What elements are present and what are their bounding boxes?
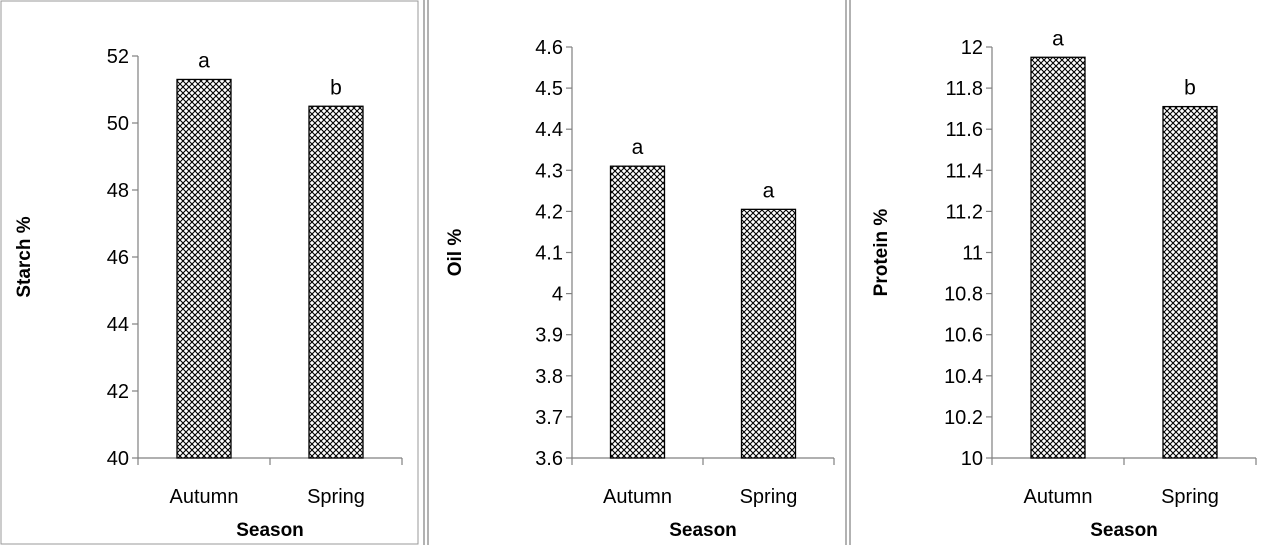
y-tick-label: 12 (961, 37, 983, 59)
significance-letter: a (763, 179, 775, 202)
y-tick-label: 42 (107, 381, 129, 403)
bar-spring (308, 105, 364, 459)
y-axis-title: Starch % (14, 216, 35, 297)
y-tick-label: 11.8 (946, 78, 983, 100)
y-tick-label: 10.8 (944, 284, 983, 306)
y-tick-label: 4.6 (535, 37, 563, 59)
y-tick-label: 48 (107, 180, 129, 202)
bar-spring (740, 208, 797, 459)
y-tick-label: 40 (107, 448, 129, 470)
y-tick-label: 4.1 (535, 243, 563, 265)
significance-letter: b (1184, 77, 1196, 100)
x-axis-title: Season (669, 520, 737, 541)
y-tick-label: 3.9 (535, 325, 563, 347)
y-tick-label: 10.2 (944, 407, 983, 429)
y-tick-label: 44 (107, 314, 129, 336)
y-tick-label: 11 (962, 243, 983, 265)
significance-letter: a (632, 136, 644, 159)
y-tick-label: 52 (107, 46, 129, 68)
y-tick-label: 11.6 (946, 119, 983, 141)
bar-spring (1162, 105, 1218, 459)
y-tick-label: 3.8 (535, 366, 563, 388)
x-tick-label: Autumn (603, 486, 672, 508)
x-tick-label: Spring (740, 486, 798, 508)
significance-letter: b (330, 76, 342, 99)
x-tick-label: Spring (307, 486, 365, 508)
y-tick-label: 11.4 (946, 160, 983, 182)
chart-panel-1: 3.6 3.7 3.8 3.9 4 4.1 4.2 4.3 4.4 4.5 4.6 Autumn a Sp… (445, 37, 835, 541)
x-axis-title: Season (236, 520, 304, 541)
chart-panel-2: 10 10.2 10.4 10.6 10.8 11 11.2 11.4 11.6 11.8 12 Au… (871, 27, 1257, 541)
y-tick-label: 11.2 (946, 201, 983, 223)
y-tick-label: 4.2 (535, 201, 563, 223)
x-tick-label: Autumn (1024, 486, 1093, 508)
y-tick-label: 10 (961, 448, 983, 470)
y-tick-label: 46 (107, 247, 129, 269)
y-tick-label: 50 (107, 113, 129, 135)
x-tick-label: Autumn (170, 486, 239, 508)
y-axis-title: Protein % (871, 209, 892, 297)
bar-autumn (176, 78, 232, 459)
significance-letter: a (1052, 27, 1064, 50)
y-tick-label: 4.3 (535, 160, 563, 182)
y-tick-label: 4.5 (535, 78, 563, 100)
y-tick-label: 3.7 (535, 407, 563, 429)
x-tick-label: Spring (1161, 486, 1219, 508)
y-tick-label: 3.6 (535, 448, 563, 470)
bar-autumn (609, 165, 666, 459)
x-axis-title: Season (1090, 520, 1158, 541)
bar-autumn (1030, 56, 1086, 459)
chart-panel-0: 40 42 44 46 48 50 52 Autumn a Spring b Season Starch… (14, 46, 403, 541)
y-tick-label: 10.4 (944, 366, 983, 388)
panel-border-starch (0, 0, 419, 545)
y-tick-label: 4 (552, 284, 563, 306)
y-tick-label: 10.6 (944, 325, 983, 347)
y-axis-title: Oil % (445, 229, 466, 277)
significance-letter: a (198, 49, 210, 72)
y-tick-label: 4.4 (535, 119, 563, 141)
